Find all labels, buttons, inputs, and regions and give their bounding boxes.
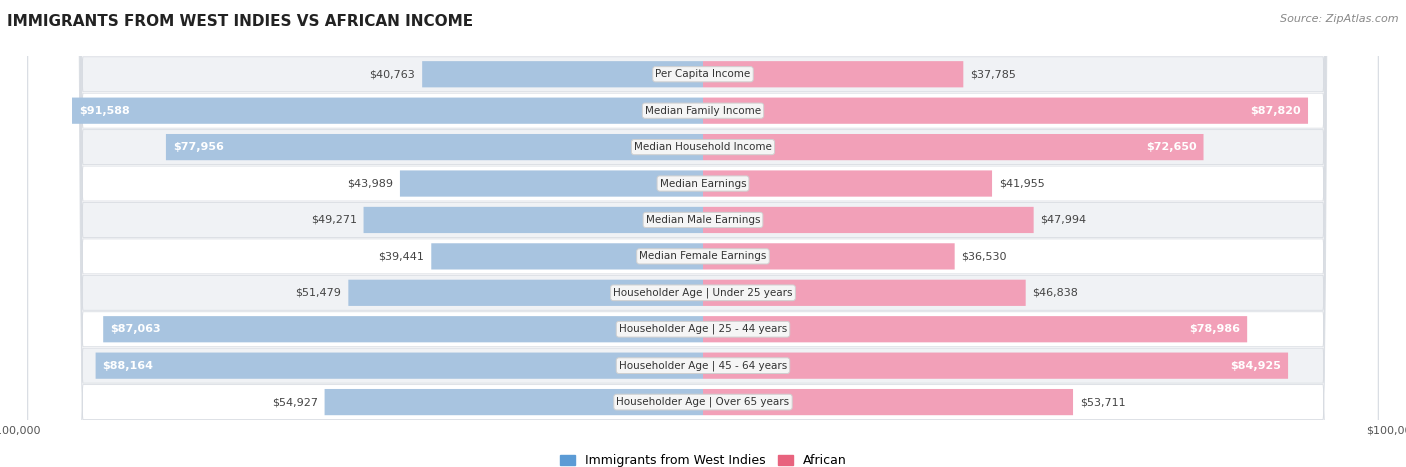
Text: $84,925: $84,925 (1230, 361, 1281, 371)
FancyBboxPatch shape (166, 134, 703, 160)
Legend: Immigrants from West Indies, African: Immigrants from West Indies, African (554, 449, 852, 467)
FancyBboxPatch shape (349, 280, 703, 306)
FancyBboxPatch shape (103, 316, 703, 342)
FancyBboxPatch shape (28, 0, 1378, 467)
Text: Householder Age | Over 65 years: Householder Age | Over 65 years (616, 397, 790, 407)
FancyBboxPatch shape (28, 0, 1378, 467)
Text: $40,763: $40,763 (370, 69, 415, 79)
FancyBboxPatch shape (28, 0, 1378, 467)
Text: Median Household Income: Median Household Income (634, 142, 772, 152)
Text: IMMIGRANTS FROM WEST INDIES VS AFRICAN INCOME: IMMIGRANTS FROM WEST INDIES VS AFRICAN I… (7, 14, 474, 29)
FancyBboxPatch shape (432, 243, 703, 269)
Text: Median Family Income: Median Family Income (645, 106, 761, 116)
Text: $36,530: $36,530 (962, 251, 1007, 262)
Text: $77,956: $77,956 (173, 142, 224, 152)
FancyBboxPatch shape (364, 207, 703, 233)
Text: $41,955: $41,955 (998, 178, 1045, 189)
Text: Householder Age | 45 - 64 years: Householder Age | 45 - 64 years (619, 361, 787, 371)
Text: Householder Age | Under 25 years: Householder Age | Under 25 years (613, 288, 793, 298)
Text: $49,271: $49,271 (311, 215, 357, 225)
Text: Householder Age | 25 - 44 years: Householder Age | 25 - 44 years (619, 324, 787, 334)
FancyBboxPatch shape (28, 0, 1378, 467)
FancyBboxPatch shape (703, 243, 955, 269)
FancyBboxPatch shape (703, 353, 1288, 379)
FancyBboxPatch shape (703, 316, 1247, 342)
Text: $37,785: $37,785 (970, 69, 1017, 79)
FancyBboxPatch shape (703, 134, 1204, 160)
FancyBboxPatch shape (325, 389, 703, 415)
Text: $72,650: $72,650 (1146, 142, 1197, 152)
Text: Median Male Earnings: Median Male Earnings (645, 215, 761, 225)
FancyBboxPatch shape (703, 61, 963, 87)
Text: $87,063: $87,063 (110, 324, 160, 334)
FancyBboxPatch shape (703, 98, 1308, 124)
Text: $78,986: $78,986 (1189, 324, 1240, 334)
FancyBboxPatch shape (703, 389, 1073, 415)
FancyBboxPatch shape (28, 0, 1378, 467)
FancyBboxPatch shape (28, 0, 1378, 467)
Text: $43,989: $43,989 (347, 178, 394, 189)
Text: $54,927: $54,927 (271, 397, 318, 407)
Text: Source: ZipAtlas.com: Source: ZipAtlas.com (1281, 14, 1399, 24)
Text: $51,479: $51,479 (295, 288, 342, 298)
FancyBboxPatch shape (28, 0, 1378, 467)
Text: $53,711: $53,711 (1080, 397, 1126, 407)
Text: $46,838: $46,838 (1032, 288, 1078, 298)
FancyBboxPatch shape (96, 353, 703, 379)
FancyBboxPatch shape (399, 170, 703, 197)
FancyBboxPatch shape (422, 61, 703, 87)
FancyBboxPatch shape (72, 98, 703, 124)
Text: $39,441: $39,441 (378, 251, 425, 262)
Text: $47,994: $47,994 (1040, 215, 1087, 225)
FancyBboxPatch shape (703, 280, 1026, 306)
Text: $88,164: $88,164 (103, 361, 153, 371)
Text: Median Earnings: Median Earnings (659, 178, 747, 189)
FancyBboxPatch shape (703, 170, 993, 197)
Text: $87,820: $87,820 (1250, 106, 1301, 116)
FancyBboxPatch shape (28, 0, 1378, 467)
Text: Per Capita Income: Per Capita Income (655, 69, 751, 79)
FancyBboxPatch shape (703, 207, 1033, 233)
FancyBboxPatch shape (28, 0, 1378, 467)
FancyBboxPatch shape (28, 0, 1378, 467)
Text: Median Female Earnings: Median Female Earnings (640, 251, 766, 262)
Text: $91,588: $91,588 (79, 106, 129, 116)
